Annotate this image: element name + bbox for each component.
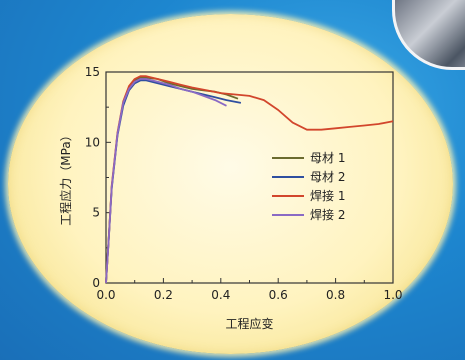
x-axis-title: 工程应变 bbox=[225, 316, 273, 331]
x-tick-label: 0.8 bbox=[326, 288, 345, 302]
legend-label: 母材 1 bbox=[310, 151, 345, 165]
series-line-3 bbox=[105, 75, 394, 284]
y-tick-label: 5 bbox=[92, 206, 100, 220]
y-axis-title: 工程应力（MPa） bbox=[58, 129, 73, 225]
axes: 0.0 0.2 0.4 0.6 0.8 1.0 0 5 10 15 bbox=[85, 65, 403, 302]
legend-label: 焊接 1 bbox=[310, 188, 345, 203]
y-tick-label: 10 bbox=[85, 135, 100, 149]
chart-panel bbox=[8, 14, 453, 354]
series-line-4 bbox=[105, 78, 227, 284]
series-lines bbox=[105, 75, 394, 284]
x-tick-label: 0.0 bbox=[96, 288, 115, 302]
y-tick-label: 0 bbox=[92, 276, 100, 290]
series-line-2 bbox=[105, 79, 242, 284]
x-tick-label: 0.4 bbox=[211, 288, 230, 302]
series-line-1 bbox=[105, 76, 239, 284]
x-tick-label: 1.0 bbox=[383, 288, 402, 302]
x-tick-label: 0.2 bbox=[154, 288, 173, 302]
legend-label: 母材 2 bbox=[310, 170, 345, 184]
legend: 母材 1 母材 2 焊接 1 焊接 2 bbox=[272, 151, 345, 222]
plot-frame bbox=[105, 71, 394, 284]
legend-label: 焊接 2 bbox=[310, 207, 345, 222]
x-tick-label: 0.6 bbox=[269, 288, 288, 302]
y-tick-label: 15 bbox=[85, 65, 100, 79]
